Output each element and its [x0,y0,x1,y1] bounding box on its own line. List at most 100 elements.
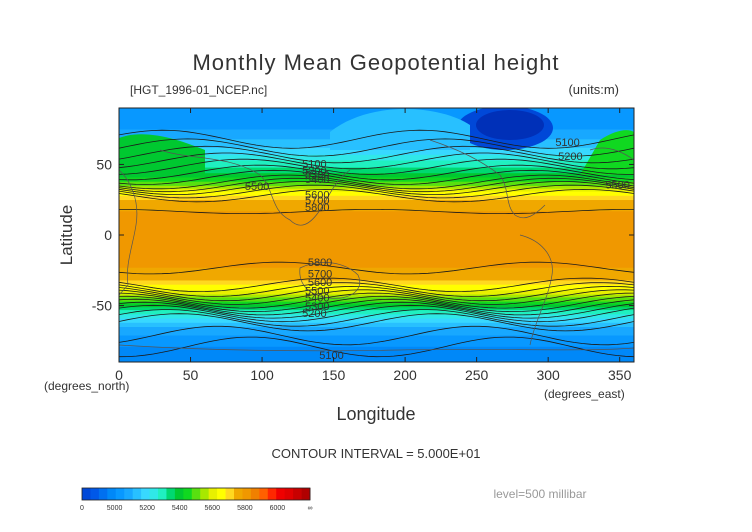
height-band [119,309,634,312]
height-band [119,298,634,301]
colorbar [81,487,311,501]
colorbar-tick-label: 5400 [172,505,188,512]
colorbar-ticks: 0 5000 5200 5400 5600 5800 6000 ∞ [80,505,312,512]
height-band [119,220,634,223]
height-band [119,248,634,251]
height-band [119,278,634,281]
height-band [119,189,634,192]
height-band [119,213,634,216]
height-band [119,334,634,337]
contour-line [119,188,634,203]
height-band [119,207,634,210]
height-band [119,268,634,271]
height-band [119,176,634,179]
colorbar-tick-label: 0 [80,505,84,512]
height-band [119,265,634,268]
contour-label: 5200 [302,165,326,177]
x-tick-label: 50 [183,367,199,383]
height-band [119,343,634,346]
height-band [119,227,634,230]
height-band [119,340,634,343]
height-band [119,151,634,154]
x-tick-label: 250 [465,367,489,383]
contour-line [119,164,634,181]
contour-label: 5400 [305,292,329,304]
colorbar-swatch [217,488,226,500]
colorbar-swatch [115,488,125,500]
contour-line [119,152,634,170]
cyan-lobe-north [330,108,470,150]
height-band [119,286,634,289]
contour-line [119,184,634,199]
height-band [119,206,634,209]
height-band [119,162,634,165]
colorbar-swatch [90,488,100,500]
ridge-region-east [580,130,634,175]
contour-label: 5300 [305,170,329,182]
colorbar-swatch [82,488,91,500]
height-band [119,296,634,299]
height-band [119,323,634,326]
contour-line [119,289,634,305]
height-band [119,269,634,272]
height-band [119,282,634,285]
colorbar-swatch [250,488,260,500]
height-band [119,209,634,212]
colorbar-tick-label: 5600 [204,505,220,512]
contour-line [119,261,634,275]
height-band [119,312,634,315]
contour-label-group: 5100520053005400550056005700580051005200… [245,137,630,362]
height-band [119,205,634,208]
height-band [119,341,634,344]
height-band [119,219,634,222]
coastline-antarctica [119,344,634,352]
height-band [119,327,634,330]
height-band [119,193,634,196]
height-band [119,199,634,202]
colorbar-swatch [242,488,252,500]
height-band [119,157,634,160]
height-band [119,110,634,113]
height-band [119,165,634,168]
height-band [119,152,634,155]
height-band [119,179,634,182]
height-band [119,358,634,361]
height-band [119,258,634,261]
contour-label: 5100 [555,137,579,149]
colorbar-swatch [141,488,150,500]
height-band [119,332,634,335]
height-band [119,289,634,292]
height-band [119,329,634,332]
y-unit-label: (degrees_north) [44,379,129,393]
height-band [119,308,634,311]
height-band [119,316,634,319]
colorbar-swatch [301,488,311,500]
colorbar-swatch [225,488,235,500]
height-band [119,264,634,267]
height-band [119,222,634,225]
height-band [119,346,634,349]
file-label: [HGT_1996-01_NCEP.nc] [130,83,267,97]
height-band [119,236,634,239]
height-band [119,291,634,294]
height-band [119,303,634,306]
colorbar-tick-label: 6000 [270,505,286,512]
height-band [119,305,634,308]
height-band [119,210,634,213]
height-band [119,212,634,215]
height-band [119,238,634,241]
contour-line [119,304,634,323]
colorbar-tick-label: 5200 [139,505,155,512]
height-band [119,175,634,178]
height-band [119,306,634,309]
height-band [119,360,634,362]
height-band [119,183,634,186]
height-band [119,164,634,167]
height-band [119,224,634,227]
contour-line [119,313,634,332]
contour-lines [119,129,634,358]
x-tick-label: 300 [536,367,560,383]
x-tick-label: 100 [250,367,274,383]
height-band [119,159,634,162]
contour-line [119,282,634,297]
